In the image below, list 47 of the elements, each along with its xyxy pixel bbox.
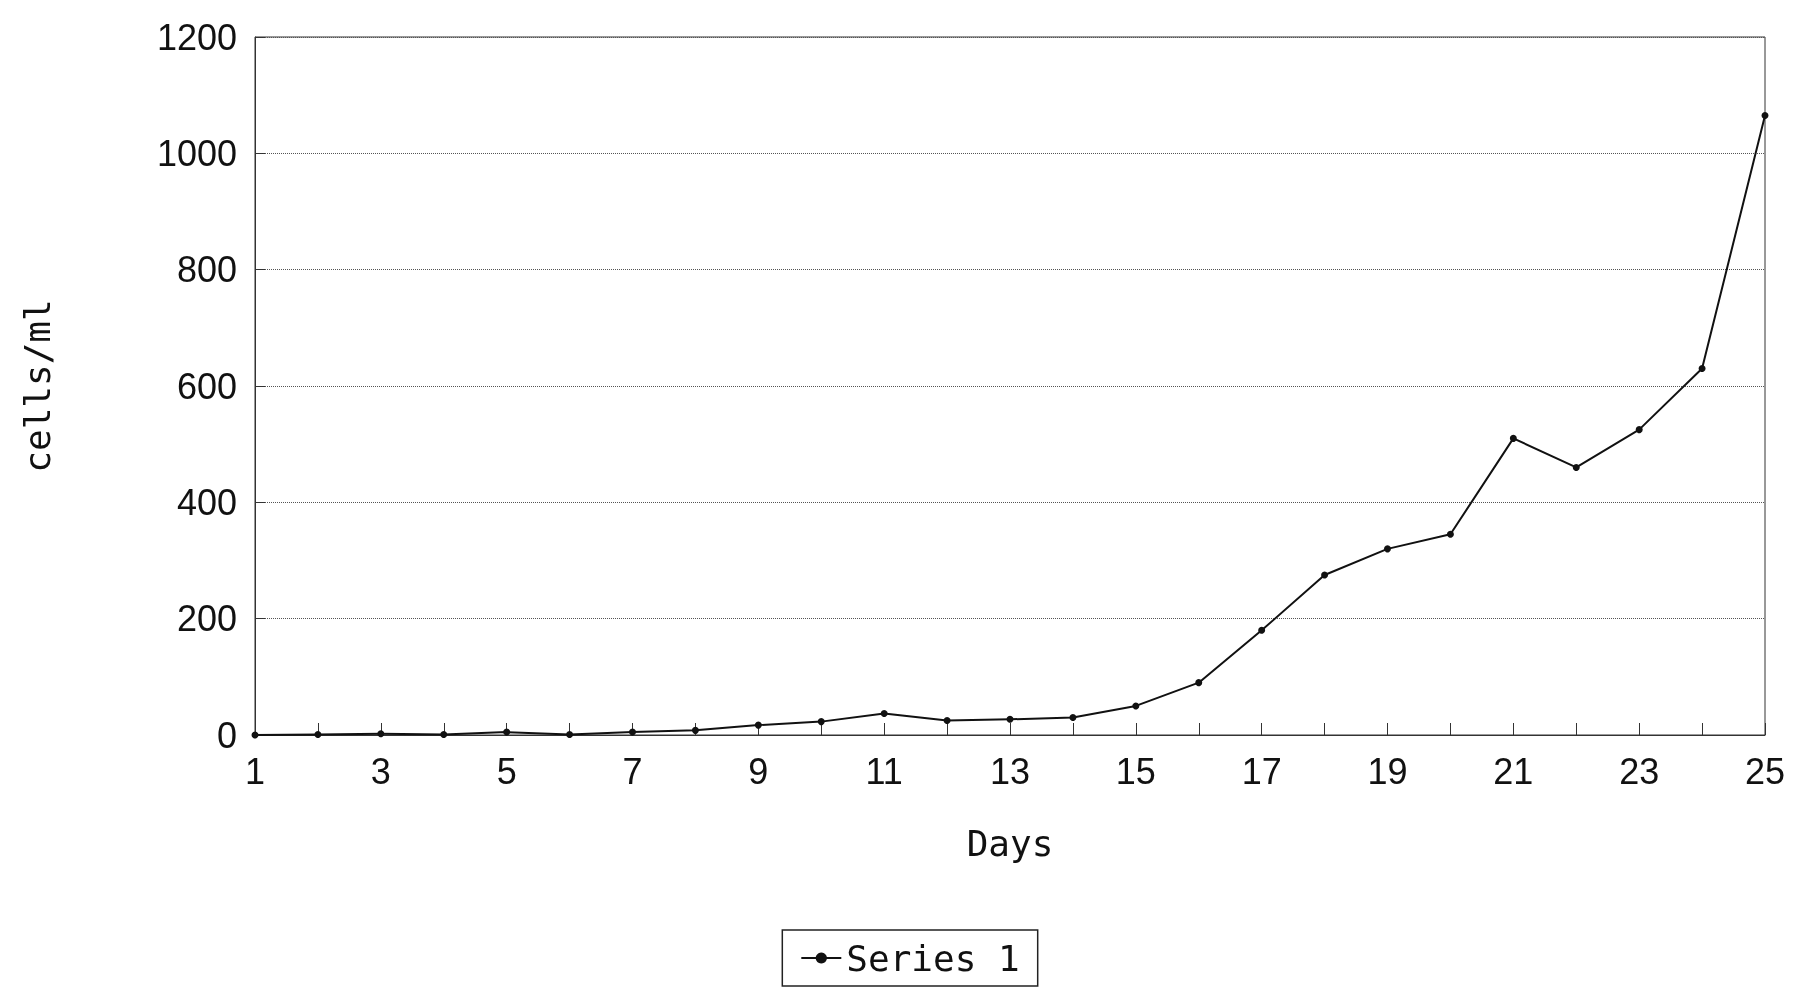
y-tick-label: 800 <box>176 249 237 291</box>
legend-label: Series 1 <box>846 937 1020 979</box>
y-tick-label: 1200 <box>156 16 237 58</box>
x-tick-label: 15 <box>1115 750 1156 792</box>
point <box>629 728 636 736</box>
point <box>503 728 511 736</box>
y-tick-label: 400 <box>176 481 237 523</box>
point <box>1321 571 1329 579</box>
x-tick-label: 11 <box>865 750 903 792</box>
point <box>691 726 699 734</box>
point <box>1446 530 1454 538</box>
point <box>1006 715 1014 723</box>
point <box>1132 702 1140 710</box>
x-tick-label: 9 <box>748 750 769 792</box>
point <box>1195 679 1203 687</box>
point <box>566 730 574 738</box>
point <box>817 718 825 726</box>
point <box>1384 545 1391 553</box>
point <box>754 721 762 729</box>
point <box>1069 714 1077 722</box>
y-tick-label: 0 <box>216 714 237 756</box>
x-tick-label: 17 <box>1241 750 1282 792</box>
point <box>943 716 951 724</box>
point <box>1698 365 1706 373</box>
point <box>1509 434 1517 442</box>
x-axis-title: Days <box>966 822 1054 864</box>
x-tick-label: 19 <box>1367 750 1408 792</box>
x-tick-label: 25 <box>1744 750 1786 792</box>
x-tick-label: 23 <box>1619 750 1660 792</box>
point <box>1572 463 1580 471</box>
point <box>440 730 448 738</box>
point <box>1258 626 1266 634</box>
y-tick-label: 600 <box>176 365 237 407</box>
point <box>880 709 888 717</box>
y-tick-label: 1000 <box>156 132 237 174</box>
x-tick-label: 21 <box>1493 750 1534 792</box>
point <box>377 730 385 738</box>
y-axis-title: cells/ml <box>16 299 58 473</box>
point <box>314 730 322 738</box>
x-tick-label: 3 <box>370 750 391 792</box>
point <box>1635 426 1643 434</box>
x-tick-label: 1 <box>244 750 266 792</box>
x-tick-label: 5 <box>496 750 517 792</box>
x-tick-label: 7 <box>622 750 643 792</box>
y-tick-label: 200 <box>176 598 237 640</box>
x-tick-label: 13 <box>989 750 1031 792</box>
point <box>1761 112 1769 120</box>
